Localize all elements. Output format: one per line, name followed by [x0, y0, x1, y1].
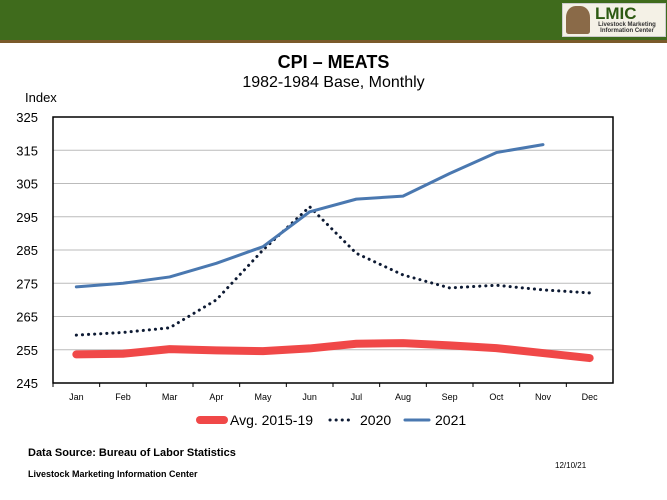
y-axis-label: Index [25, 90, 57, 105]
y-tick-label: 305 [16, 177, 38, 192]
x-tick-label: Jan [69, 392, 84, 402]
y-tick-label: 255 [16, 343, 38, 358]
y-tick-label: 265 [16, 310, 38, 325]
x-tick-label: Feb [115, 392, 131, 402]
x-tick-label: Apr [209, 392, 223, 402]
chart-title: CPI – MEATS [277, 52, 390, 72]
y-tick-label: 285 [16, 243, 38, 258]
x-tick-label: Jul [351, 392, 363, 402]
legend-label: 2021 [435, 412, 466, 428]
x-tick-label: Dec [582, 392, 599, 402]
logo-subtitle: Livestock Marketing Information Center [598, 22, 656, 34]
y-tick-label: 295 [16, 210, 38, 225]
series-line-2021 [74, 143, 545, 289]
organization: Livestock Marketing Information Center [28, 469, 198, 479]
x-tick-label: Sep [442, 392, 458, 402]
lmic-logo: LMIC Livestock Marketing Information Cen… [562, 3, 666, 37]
x-tick-label: Oct [489, 392, 504, 402]
date: 12/10/21 [555, 461, 587, 470]
x-tick-label: Jun [302, 392, 317, 402]
y-tick-label: 315 [16, 143, 38, 158]
y-tick-label: 325 [16, 110, 38, 125]
data-source: Data Source: Bureau of Labor Statistics [28, 447, 236, 459]
x-tick-label: Aug [395, 392, 411, 402]
legend-label: Avg. 2015-19 [230, 412, 313, 428]
legend-label: 2020 [360, 412, 391, 428]
cowboy-icon [566, 6, 590, 34]
x-tick-label: Nov [535, 392, 552, 402]
logo-text: LMIC [595, 4, 637, 23]
chart-subtitle: 1982-1984 Base, Monthly [242, 74, 425, 91]
y-tick-label: 245 [16, 376, 38, 391]
x-tick-label: May [254, 392, 272, 402]
y-tick-label: 275 [16, 276, 38, 291]
header-bar: LMIC Livestock Marketing Information Cen… [0, 0, 667, 43]
x-tick-label: Mar [162, 392, 178, 402]
series-line-2020 [74, 205, 592, 337]
series-line-avg-2015-19 [72, 339, 594, 363]
